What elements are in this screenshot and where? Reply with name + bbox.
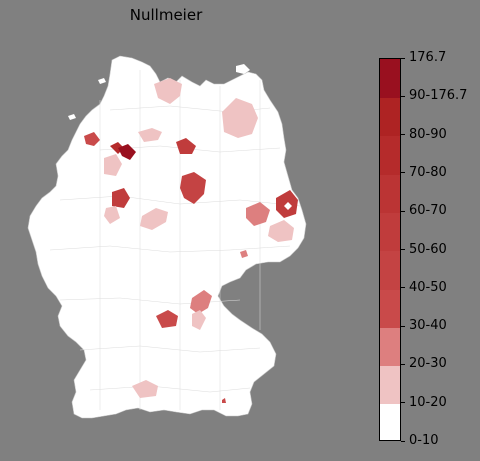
district-region [84, 132, 100, 146]
colorbar-tick-label: 20-30 [409, 356, 447, 372]
colorbar-tick-label: 90-176.7 [409, 88, 468, 104]
colorbar-tick [401, 57, 405, 59]
colorbar-tick-label: 50-60 [409, 241, 447, 257]
colorbar-tick [401, 95, 405, 97]
district-region [246, 202, 270, 226]
colorbar-tick-label: 70-80 [409, 164, 447, 180]
district-region [138, 128, 162, 142]
island-shape [236, 64, 250, 74]
district-region [140, 208, 168, 230]
colorbar-swatch [380, 97, 400, 137]
colorbar-tick-label: 176.7 [409, 50, 447, 65]
district-region [222, 398, 226, 403]
colorbar-swatch [380, 173, 400, 213]
colorbar-tick [401, 363, 405, 365]
district-region [154, 78, 182, 104]
colorbar-swatch [380, 212, 400, 252]
colorbar-swatch [380, 59, 400, 98]
colorbar-tick [401, 172, 405, 174]
germany-choropleth-map [27, 55, 307, 419]
district-region [284, 202, 292, 210]
district-region [180, 172, 206, 204]
district-region [132, 380, 158, 398]
map-title: Nullmeier [129, 6, 203, 24]
island-shape [98, 78, 106, 84]
colorbar-swatch [380, 250, 400, 290]
district-region [104, 154, 122, 176]
district-region [222, 98, 258, 138]
colorbar-tick-label: 40-50 [409, 279, 447, 295]
colorbar-tick [401, 440, 405, 442]
colorbar-tick-label: 60-70 [409, 203, 447, 219]
colorbar-tick [401, 249, 405, 250]
district-region [192, 310, 206, 330]
colorbar-tick-label: 10-20 [409, 394, 447, 410]
colorbar-tick [401, 134, 405, 136]
district-region [190, 290, 212, 314]
district-region [268, 220, 294, 242]
colorbar-tick-label: 0-10 [409, 433, 439, 448]
colorbar-tick [401, 287, 405, 289]
district-region [156, 310, 178, 328]
island-shape [68, 114, 76, 120]
colorbar-tick-label: 30-40 [409, 318, 447, 334]
germany-outline [27, 55, 307, 419]
colorbar-tick [401, 325, 405, 327]
colorbar-swatch [380, 135, 400, 175]
colorbar-tick [401, 402, 405, 404]
district-region [176, 138, 196, 154]
colorbar-swatch [380, 403, 400, 440]
colorbar-swatch [380, 288, 400, 328]
colorbar-swatch [380, 365, 400, 405]
colorbar-tick-label: 80-90 [409, 126, 447, 142]
colorbar [379, 58, 401, 441]
district-region [240, 250, 248, 258]
district-region [104, 206, 120, 224]
district-region [112, 188, 130, 208]
district-region [118, 144, 136, 160]
colorbar-tick [401, 210, 405, 212]
colorbar-swatch [380, 327, 400, 367]
